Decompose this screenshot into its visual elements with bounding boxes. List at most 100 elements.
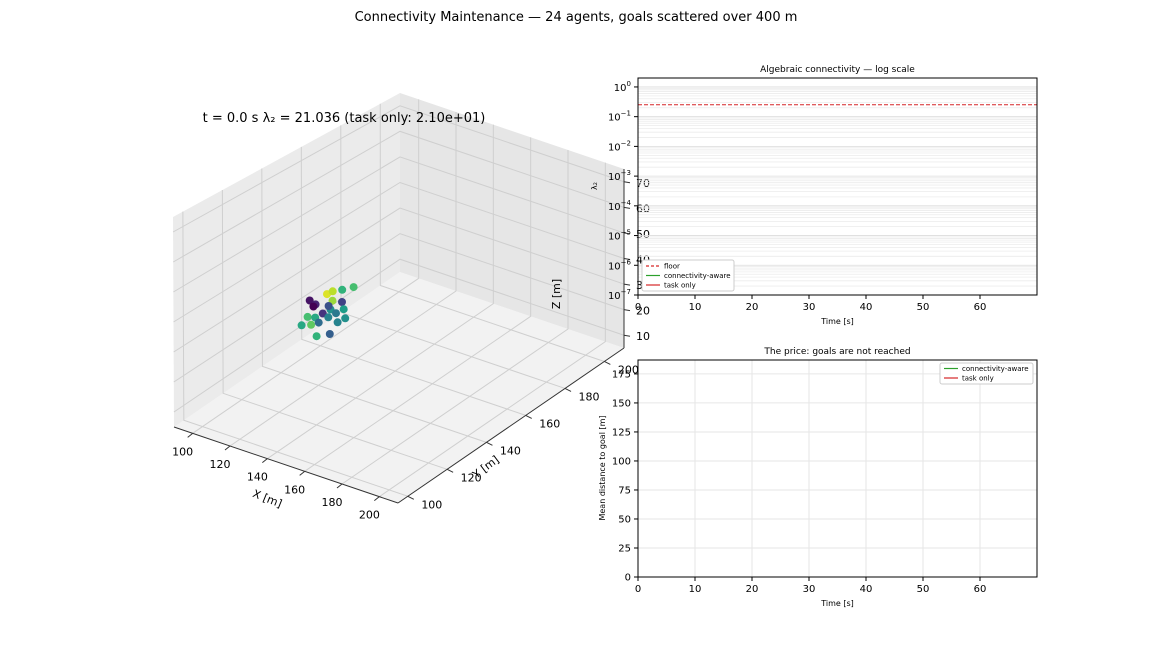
x-axis-title: Time [s] [820,599,854,608]
y-tick-label: 100 [614,80,631,94]
x-tick [299,470,305,476]
x-tick-label: 0 [635,302,641,313]
y-tick-label: 10−7 [608,288,631,302]
y-gridline [340,125,566,389]
x-tick-label: 0 [635,584,641,595]
x-tick-label: 40 [860,302,873,313]
y-tick-label: 120 [461,471,482,484]
agent-point [338,298,346,306]
figure-title: Connectivity Maintenance — 24 agents, go… [354,10,798,25]
y-axis-title: Y [m] [469,453,501,482]
x-tick-label: 20 [746,302,759,313]
z-gridline [172,105,625,233]
y-tick-label: 200 [618,363,639,376]
agent-point [303,312,312,321]
z-gridline [173,156,625,293]
y-axis-title: λ₂ [590,182,599,190]
agent-point [297,321,306,330]
agent-point [312,332,321,341]
z-gridline [173,181,625,323]
left-pane [173,93,400,427]
y-tick-label: 10−3 [608,169,631,183]
z-tick [623,232,631,235]
y-tick [486,441,493,446]
y-gridline [379,103,605,362]
x-tick-label: 60 [974,584,987,595]
z-tick [623,283,631,286]
x-tick-label: 60 [974,302,987,313]
y-tick-label: 160 [539,417,560,430]
z-gridline [173,258,625,413]
agent-point [333,318,342,327]
connectivity-log-panel: 0 10 20 30 40 50 60 100 10−1 10−2 10−3 10−4 10−5 10−6… [590,65,1038,326]
agent-point [324,313,333,322]
agent-point [328,287,337,296]
x-gridline [229,112,457,447]
z-gridline [173,207,625,353]
x-tick-label: 50 [917,584,930,595]
y-tick-label: 10−5 [608,229,631,243]
y-tick-label: 10−4 [608,199,632,213]
y-tick-label: 100 [612,456,631,467]
legend: connectivity-aware task only [939,362,1034,385]
x-tick-label: 40 [860,584,873,595]
y-tick-label: 150 [612,398,631,409]
agent-point [309,302,318,311]
panel-title: Algebraic connectivity — log scale [760,65,915,75]
x-tick-label: 10 [689,584,702,595]
plot-frame [637,77,1038,296]
x-tick-label: 140 [247,471,268,484]
x-tick [224,445,231,451]
legend-label: connectivity-aware [962,365,1029,373]
x-tick-label: 160 [284,483,305,496]
legend-label: floor [664,263,680,271]
legend-label: connectivity-aware [664,272,731,280]
y-axis-title: Mean distance to goal [m] [598,415,607,520]
legend-label: task only [962,375,994,383]
x-tick [336,483,343,489]
y-tick-label: 180 [579,390,600,403]
legend-label: task only [664,282,696,290]
agent-point [349,283,358,292]
x-gridline [341,150,569,485]
x-tick-label: 30 [803,584,816,595]
y-tick-label: 140 [500,444,521,457]
x-axis-title: Time [s] [820,317,854,326]
goal-distance-panel: 0 25 50 75 100 125 150 175 0 10 20 30 40 50 60 The pric… [598,347,1038,608]
x-gridline [192,99,420,434]
z-tick [623,181,631,184]
y-tick-label: 10−6 [608,258,632,272]
y-axis-line [397,347,625,504]
x-tick-label: 20 [746,584,759,595]
y-tick-label: 100 [421,498,442,511]
z-gridline [172,130,625,263]
agent-point [324,302,333,310]
agent-point [332,309,340,318]
y-tick-label: 75 [618,485,631,496]
y-tick [604,361,611,365]
z-tick-label: 20 [636,305,650,318]
scatter-3d-title: t = 0.0 s λ₂ = 21.036 (task only: 2.10e+… [203,111,486,126]
legend-box [939,362,1034,385]
x-tick [262,458,268,464]
x-tick-label: 50 [917,302,930,313]
y-tick-label: 10−1 [608,110,631,124]
y-tick-label: 25 [618,543,631,554]
y-gridline [300,146,526,416]
y-gridline [261,168,487,443]
legend-box [641,259,735,292]
z-gridline [173,233,625,383]
y-tick-label: 125 [612,427,631,438]
y-tick-label: 50 [618,514,631,525]
x-gridline [379,162,606,498]
z-axis-title: Z [m] [550,279,563,309]
x-gridline [267,124,494,460]
agent-point [341,314,350,323]
x-tick [374,496,380,502]
agent-point [307,320,316,329]
y-tick-label: 10−2 [608,139,631,153]
z-tick-label: 70 [636,177,650,190]
x-axis-title: X [m] [251,487,284,510]
